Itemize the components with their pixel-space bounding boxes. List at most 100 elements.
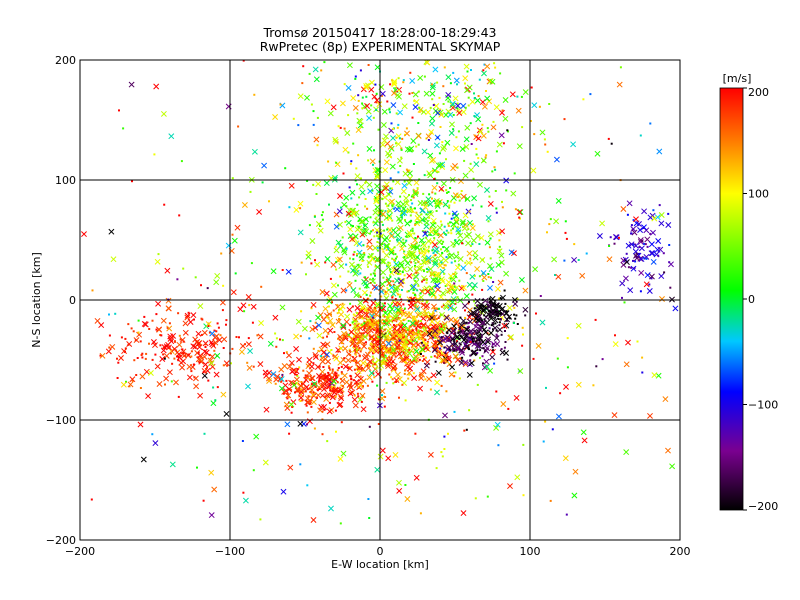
data-point xyxy=(425,278,428,281)
data-point xyxy=(466,281,473,288)
data-point xyxy=(325,322,328,324)
data-point xyxy=(351,355,358,362)
data-point xyxy=(446,250,449,253)
data-point xyxy=(165,305,172,312)
data-point xyxy=(372,272,375,275)
data-point xyxy=(419,322,422,325)
data-point xyxy=(478,304,485,311)
data-point xyxy=(424,339,427,342)
data-point xyxy=(445,229,448,232)
data-point xyxy=(312,66,319,73)
data-point xyxy=(356,225,363,232)
data-point xyxy=(330,349,333,351)
data-point xyxy=(340,372,343,375)
data-point xyxy=(420,247,423,250)
data-point xyxy=(433,246,440,253)
data-point xyxy=(327,317,334,324)
data-point xyxy=(365,315,368,318)
data-point xyxy=(361,343,368,350)
data-point xyxy=(643,257,646,260)
data-point xyxy=(409,206,412,209)
data-point xyxy=(465,272,468,275)
data-point xyxy=(665,222,672,228)
data-point xyxy=(306,388,309,391)
data-point xyxy=(248,304,251,307)
data-point xyxy=(481,325,484,328)
data-point xyxy=(462,322,465,325)
data-point xyxy=(335,239,342,246)
data-point xyxy=(469,359,472,362)
data-point xyxy=(440,202,443,205)
data-point xyxy=(347,151,350,154)
data-point xyxy=(464,316,467,319)
data-point xyxy=(644,272,651,279)
data-point xyxy=(643,253,650,260)
data-point xyxy=(638,252,641,255)
data-point xyxy=(407,253,414,259)
data-point xyxy=(393,267,400,274)
data-point xyxy=(453,410,456,413)
data-point xyxy=(383,185,389,191)
data-point xyxy=(495,310,497,313)
data-point xyxy=(279,338,281,341)
data-point xyxy=(384,202,387,205)
data-point xyxy=(399,293,402,296)
data-point xyxy=(500,401,507,407)
data-point xyxy=(460,218,466,225)
data-point xyxy=(649,122,652,125)
data-point xyxy=(475,116,482,123)
data-point xyxy=(453,282,456,285)
data-point xyxy=(477,342,480,345)
data-point xyxy=(388,358,391,361)
data-point xyxy=(350,197,353,200)
data-point xyxy=(412,104,419,111)
data-point xyxy=(520,95,523,98)
data-point xyxy=(375,367,378,370)
data-point xyxy=(483,314,486,317)
data-point xyxy=(377,335,380,338)
data-point xyxy=(405,330,408,332)
data-point xyxy=(412,317,415,320)
data-point xyxy=(487,273,490,275)
data-point xyxy=(413,179,420,186)
data-point xyxy=(416,218,423,225)
data-point xyxy=(405,168,408,171)
data-point xyxy=(372,357,375,360)
data-point xyxy=(627,287,634,294)
data-point xyxy=(480,339,486,346)
data-point xyxy=(478,339,481,341)
data-point xyxy=(571,256,578,263)
data-point xyxy=(221,309,224,312)
data-point xyxy=(166,326,169,329)
data-point xyxy=(422,258,429,265)
data-point xyxy=(521,344,524,347)
data-point xyxy=(337,389,340,392)
data-point xyxy=(459,146,466,152)
data-point xyxy=(345,219,352,226)
data-point xyxy=(378,285,384,292)
data-point xyxy=(385,249,388,251)
data-point xyxy=(417,260,420,263)
data-point xyxy=(310,307,313,310)
data-point xyxy=(478,319,481,322)
data-point xyxy=(389,290,392,293)
data-point xyxy=(442,103,445,105)
data-point xyxy=(298,366,301,369)
data-point xyxy=(413,99,416,102)
data-point xyxy=(372,229,374,232)
data-point xyxy=(646,245,649,248)
data-point xyxy=(366,384,369,387)
data-point xyxy=(488,315,495,322)
data-point xyxy=(259,518,262,521)
data-point xyxy=(348,366,351,369)
data-point xyxy=(626,200,633,207)
data-point xyxy=(368,79,375,86)
data-point xyxy=(163,203,166,206)
data-point xyxy=(379,376,382,379)
data-point xyxy=(398,328,401,330)
data-point xyxy=(439,161,446,168)
data-point xyxy=(431,336,434,339)
data-point xyxy=(425,267,428,270)
data-point xyxy=(479,257,486,263)
data-point xyxy=(253,433,260,440)
